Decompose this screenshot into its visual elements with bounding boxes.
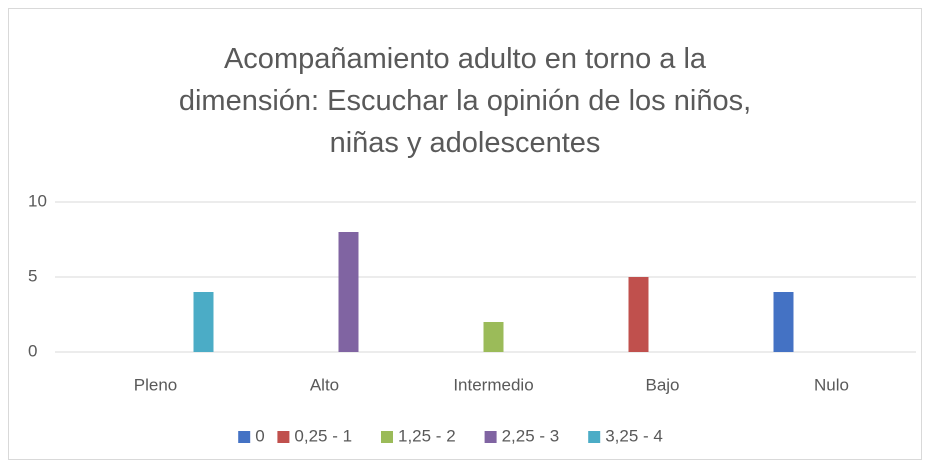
legend-label: 0 — [255, 426, 264, 445]
bar — [338, 232, 359, 352]
legend-swatch — [484, 431, 497, 443]
legend-label: 2,25 - 3 — [502, 426, 560, 445]
legend-label: 1,25 - 2 — [398, 426, 456, 445]
chart-border — [8, 8, 922, 460]
x-tick-label: Alto — [310, 375, 339, 394]
bar — [193, 292, 214, 352]
bar — [628, 277, 649, 352]
x-tick-label: Intermedio — [453, 375, 533, 394]
y-tick-label: 5 — [28, 266, 37, 285]
bar — [483, 322, 504, 352]
chart-title: Acompañamiento adulto en torno a la dime… — [178, 43, 752, 159]
x-tick-label: Pleno — [134, 375, 177, 394]
legend-swatch — [381, 431, 393, 443]
y-tick-label: 10 — [28, 191, 47, 210]
legend-label: 3,25 - 4 — [605, 426, 663, 445]
legend-swatch — [277, 431, 290, 443]
bar — [773, 292, 794, 352]
legend-swatch — [238, 431, 251, 443]
x-tick-label: Nulo — [814, 375, 849, 394]
x-tick-label: Bajo — [645, 375, 679, 394]
legend-swatch — [588, 431, 601, 443]
legend-label: 0,25 - 1 — [294, 426, 352, 445]
y-tick-label: 0 — [28, 341, 37, 360]
